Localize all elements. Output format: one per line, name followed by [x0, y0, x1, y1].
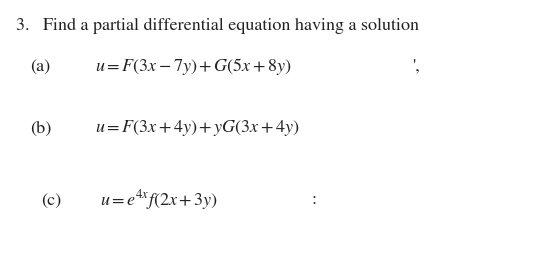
- Text: ',: ',: [412, 59, 420, 75]
- Text: (a): (a): [30, 59, 50, 75]
- Text: $u = e^{4x}f(2x+3y)$: $u = e^{4x}f(2x+3y)$: [100, 188, 218, 213]
- Text: (b): (b): [30, 121, 51, 136]
- Text: (c): (c): [41, 192, 61, 208]
- Text: :: :: [312, 192, 317, 208]
- Text: $u = F(3x+4y)+yG(3x+4y)$: $u = F(3x+4y)+yG(3x+4y)$: [95, 118, 299, 139]
- Text: $u = F(3x-7y)+G(5x+8y)$: $u = F(3x-7y)+G(5x+8y)$: [95, 56, 291, 77]
- Text: 3.   Find a partial differential equation having a solution: 3. Find a partial differential equation …: [16, 18, 420, 34]
